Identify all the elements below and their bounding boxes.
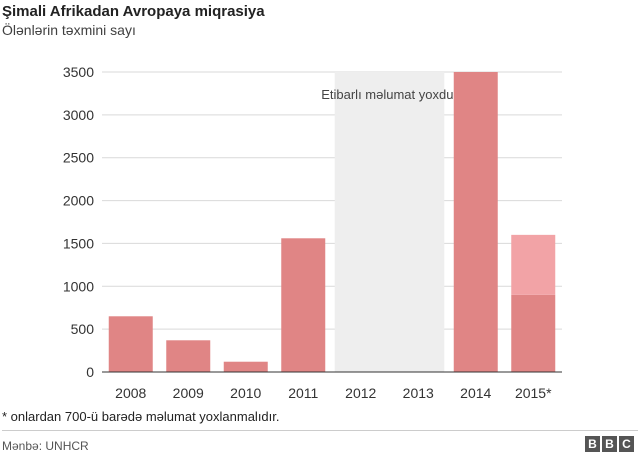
no-data-label: Etibarlı məlumat yoxdur (321, 87, 458, 102)
bar (511, 235, 555, 295)
x-tick-label: 2011 (288, 385, 318, 401)
y-tick-label: 2500 (63, 150, 94, 166)
y-tick-label: 0 (86, 364, 94, 380)
bar (454, 72, 498, 372)
source-divider (2, 430, 638, 431)
y-tick-label: 2000 (63, 193, 94, 209)
y-tick-label: 3000 (63, 107, 94, 123)
x-tick-label: 2009 (173, 385, 204, 401)
x-tick-label: 2015* (515, 385, 552, 401)
bar (511, 295, 555, 372)
x-tick-label: 2010 (230, 385, 261, 401)
y-tick-label: 500 (71, 321, 95, 337)
y-tick-label: 1500 (63, 235, 94, 251)
bbc-logo: B B C (585, 436, 634, 452)
bar (224, 362, 268, 372)
bbc-logo-letter: B (585, 436, 600, 452)
bar (166, 340, 210, 372)
bbc-logo-letter: C (619, 436, 634, 452)
bar-chart: Etibarlı məlumat yoxdur 0 500 1000 1500 2000… (0, 0, 640, 405)
bar (281, 238, 325, 372)
source-label: Mənbə: UNHCR (2, 439, 89, 453)
x-tick-label: 2008 (115, 385, 146, 401)
no-data-band (335, 72, 445, 372)
x-tick-label: 2012 (345, 385, 376, 401)
footnote: * onlardan 700-ü barədə məlumat yoxlanma… (2, 409, 280, 424)
bar (109, 316, 153, 372)
x-tick-label: 2014 (460, 385, 491, 401)
y-tick-label: 1000 (63, 278, 94, 294)
y-tick-label: 3500 (63, 64, 94, 80)
bbc-logo-letter: B (602, 436, 617, 452)
x-tick-label: 2013 (403, 385, 434, 401)
